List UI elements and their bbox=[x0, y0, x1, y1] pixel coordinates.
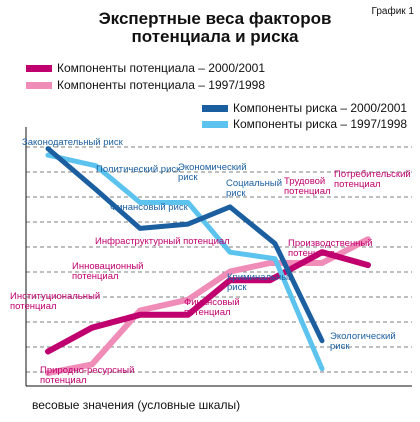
label-consumer-potential: Потребительский потенциал bbox=[334, 169, 411, 190]
label-criminal-risk: Криминальный риск bbox=[227, 272, 293, 293]
label-financial-risk: Финансовый риск bbox=[110, 202, 189, 213]
legend-swatch-risk-1997 bbox=[202, 120, 228, 128]
legend-label-risk-2000: Компоненты риска – 2000/2001 bbox=[233, 101, 408, 115]
label-infrastructure-potential: Инфраструктурный потенциал bbox=[95, 236, 230, 247]
label-production-potential: Производственный потенциал bbox=[288, 238, 373, 259]
chart-title-line-1: Экспертные веса факторов bbox=[98, 9, 332, 28]
label-political-risk: Политический риск bbox=[96, 164, 181, 175]
legend-swatch-risk-2000 bbox=[202, 104, 228, 112]
legend-item-potential-2000: Компоненты потенциала – 2000/2001 bbox=[26, 61, 265, 75]
legend-swatch-potential-1997 bbox=[26, 81, 52, 89]
label-social-risk: Социальный риск bbox=[226, 178, 282, 199]
legend-label-risk-1997: Компоненты риска – 1997/1998 bbox=[233, 117, 408, 131]
label-institutional-potential: Институциональный потенциал bbox=[10, 291, 100, 312]
legend-label-potential-1997: Компоненты потенциала – 1997/1998 bbox=[57, 78, 266, 92]
legend-item-potential-1997: Компоненты потенциала – 1997/1998 bbox=[26, 78, 265, 92]
legend-swatch-potential-2000 bbox=[26, 64, 52, 72]
label-financial-potential: Финансовый потенциал bbox=[184, 297, 240, 318]
chart-title: Экспертные веса факторов потенциала и ри… bbox=[80, 10, 350, 46]
label-legislative-risk: Законодательный риск bbox=[22, 137, 124, 148]
label-economic-risk: Экономический риск bbox=[178, 162, 247, 183]
label-ecological-risk: Экологический риск bbox=[330, 331, 396, 352]
chart-reference-label: График 1 bbox=[371, 6, 414, 17]
label-natural-resource-potential: Природно-ресурсный потенциал bbox=[40, 365, 134, 386]
series-line-0 bbox=[45, 249, 371, 355]
chart-title-line-2: потенциала и риска bbox=[131, 27, 299, 46]
legend-item-risk-2000: Компоненты риска – 2000/2001 bbox=[202, 101, 407, 115]
legend-item-risk-1997: Компоненты риска – 1997/1998 bbox=[202, 117, 407, 131]
y-axis-caption: весовые значения (условные шкалы) bbox=[32, 398, 241, 412]
label-innovation-potential: Инновационный потенциал bbox=[72, 261, 144, 282]
legend-label-potential-2000: Компоненты потенциала – 2000/2001 bbox=[57, 61, 266, 75]
label-labor-potential: Трудовой потенциал bbox=[284, 176, 331, 197]
series-line-3 bbox=[45, 152, 325, 372]
series-line-1 bbox=[45, 236, 371, 377]
series-line-2 bbox=[45, 146, 325, 344]
